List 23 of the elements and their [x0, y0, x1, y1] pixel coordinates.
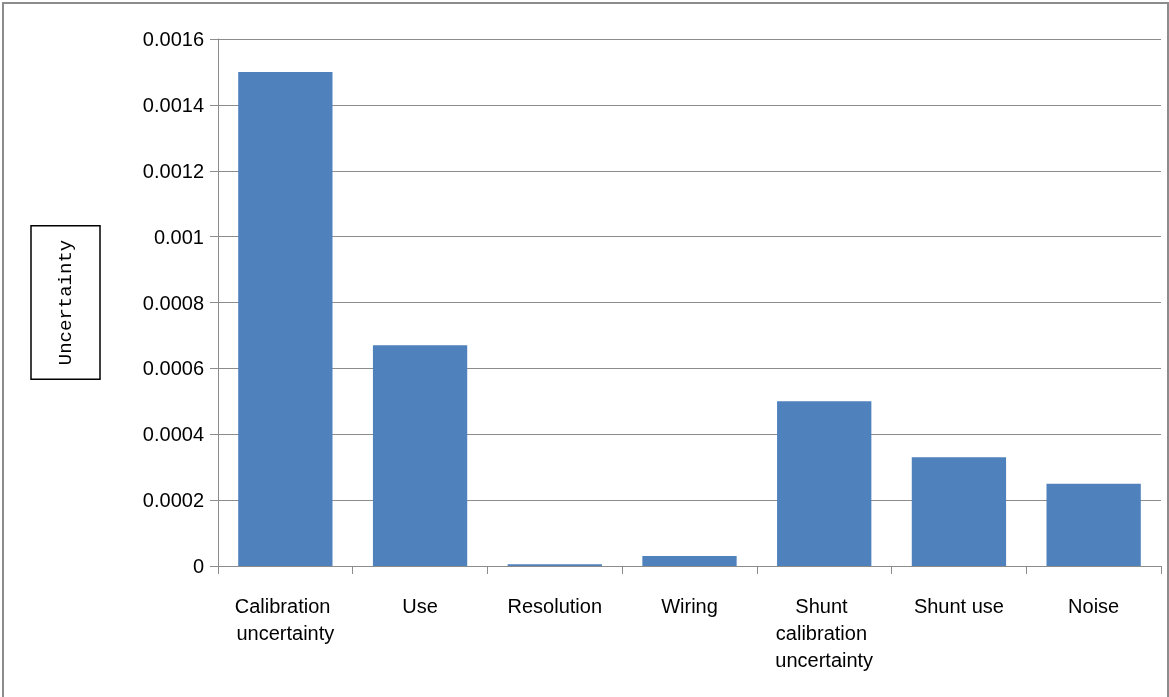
x-tick-label: Shunt calibration uncertainty [775, 594, 874, 671]
x-tick-label: Resolution [507, 594, 603, 617]
y-tick-label: 0.0004 [142, 423, 204, 446]
bar [911, 457, 1007, 566]
x-tick-label: Calibration uncertainty [234, 594, 336, 644]
y-tick-label: 0.0014 [142, 93, 204, 116]
bar [372, 345, 468, 566]
bar [777, 401, 872, 566]
x-tick-label: Noise [1068, 594, 1120, 617]
x-tick-label: Use [402, 594, 438, 617]
bar [238, 71, 333, 566]
y-tick-label: 0.0002 [142, 489, 204, 512]
bar [642, 556, 737, 566]
bar [1046, 483, 1141, 566]
x-tick-label: Wiring [661, 594, 718, 617]
y-tick-label: 0.0016 [142, 28, 204, 50]
y-tick-label: 0.0006 [142, 357, 204, 380]
y-axis-title: Uncertainty [54, 239, 77, 366]
y-tick-label: 0 [192, 555, 204, 577]
y-tick-label: 0.001 [153, 225, 204, 248]
y-tick-label: 0.0012 [142, 159, 204, 182]
y-tick-label: 0.0008 [142, 291, 204, 314]
x-tick-label: Shunt use [913, 594, 1004, 617]
